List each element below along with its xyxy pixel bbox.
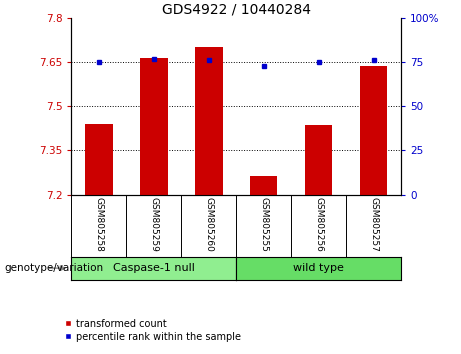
Text: GSM805258: GSM805258 bbox=[95, 196, 103, 251]
Bar bbox=[360, 67, 387, 195]
Bar bbox=[195, 47, 223, 195]
Legend: transformed count, percentile rank within the sample: transformed count, percentile rank withi… bbox=[60, 315, 245, 346]
Text: GSM805257: GSM805257 bbox=[369, 196, 378, 251]
Text: Caspase-1 null: Caspase-1 null bbox=[113, 263, 195, 273]
Bar bbox=[250, 176, 278, 195]
Title: GDS4922 / 10440284: GDS4922 / 10440284 bbox=[162, 2, 311, 17]
Text: wild type: wild type bbox=[293, 263, 344, 273]
Bar bbox=[85, 124, 112, 195]
Text: GSM805256: GSM805256 bbox=[314, 196, 323, 251]
Text: GSM805255: GSM805255 bbox=[259, 196, 268, 251]
Text: GSM805259: GSM805259 bbox=[149, 196, 159, 251]
Bar bbox=[305, 125, 332, 195]
Text: GSM805260: GSM805260 bbox=[204, 196, 213, 251]
Text: genotype/variation: genotype/variation bbox=[5, 263, 104, 273]
Bar bbox=[140, 57, 168, 195]
